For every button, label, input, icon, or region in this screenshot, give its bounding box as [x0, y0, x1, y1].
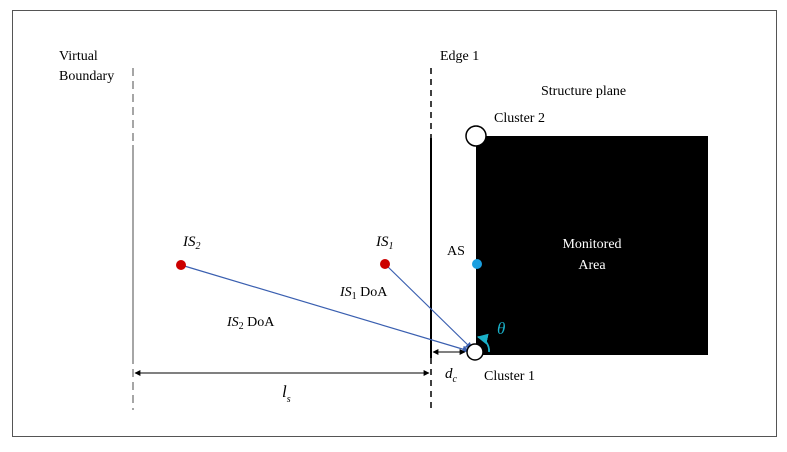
is2-node — [176, 260, 186, 270]
dc-label: dc — [445, 366, 458, 385]
monitored-area-label-1: Monitored — [562, 237, 621, 252]
cluster-2-node — [465, 125, 487, 147]
is1-doa-line — [384, 263, 473, 350]
monitored-area-label-2: Area — [578, 258, 606, 273]
cluster-1-node — [466, 343, 484, 361]
monitored-area — [476, 136, 708, 355]
is1-node — [380, 259, 390, 269]
is1-label: IS1 — [375, 234, 394, 252]
is1-doa-label: IS1 DoA — [339, 285, 388, 302]
is2-doa-line — [180, 264, 470, 353]
theta-label: θ — [497, 319, 505, 338]
anchor-sensor-label: AS — [447, 244, 465, 259]
cluster-2-label: Cluster 2 — [494, 111, 545, 126]
virtual-boundary-label-1: Virtual — [59, 49, 98, 64]
is2-label: IS2 — [182, 234, 201, 252]
edge-1-label: Edge 1 — [440, 49, 479, 64]
theta-arc — [476, 333, 490, 353]
cluster-1-label: Cluster 1 — [484, 369, 535, 384]
virtual-boundary-label-2: Boundary — [59, 69, 114, 84]
figure-border — [12, 10, 777, 437]
structure-plane-label: Structure plane — [541, 84, 626, 99]
anchor-sensor-node — [472, 259, 482, 269]
is2-doa-label: IS2 DoA — [226, 315, 275, 332]
ls-label: ls — [282, 382, 291, 405]
